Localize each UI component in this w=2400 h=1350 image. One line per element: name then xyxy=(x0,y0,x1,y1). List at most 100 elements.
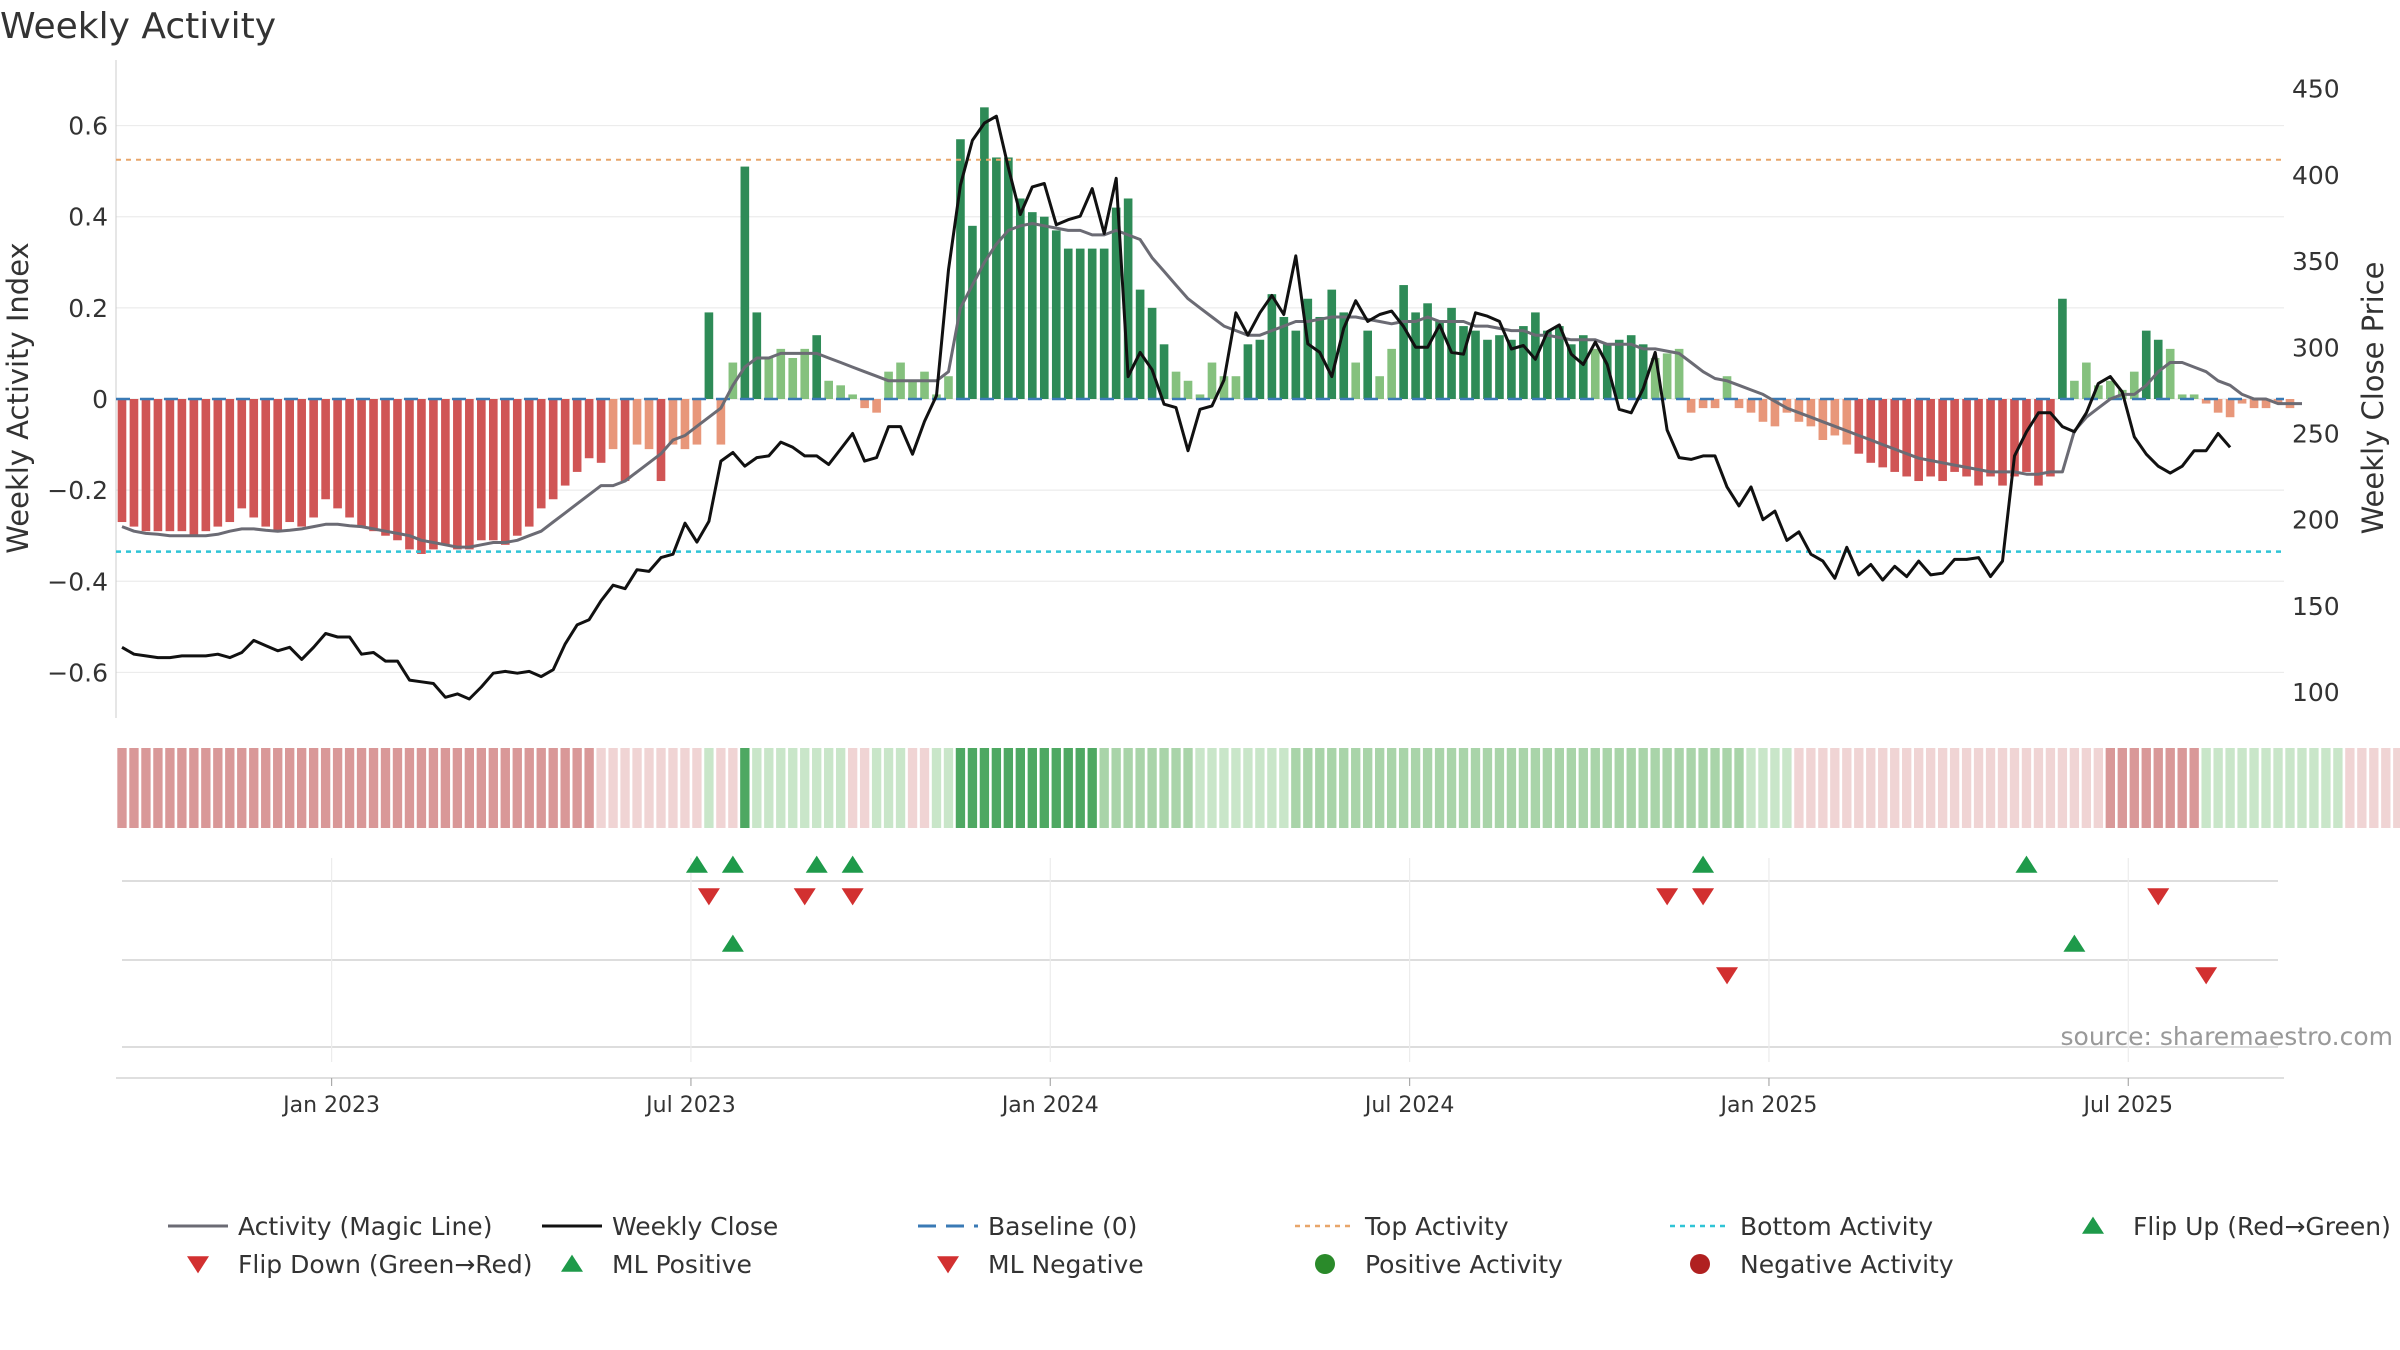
activity-bar xyxy=(1890,399,1900,472)
activity-bar xyxy=(2094,385,2103,399)
activity-bar xyxy=(1135,289,1145,399)
strip-cell xyxy=(117,748,127,828)
activity-bar xyxy=(1674,348,1684,399)
strip-cell xyxy=(1842,748,1852,828)
activity-bar xyxy=(441,399,450,545)
activity-bar xyxy=(2177,394,2187,399)
strip-cell xyxy=(1854,748,1864,828)
strip-cell xyxy=(1638,748,1648,828)
strip-cell xyxy=(1698,748,1708,828)
strip-cell xyxy=(1003,748,1014,828)
activity-bar xyxy=(776,348,786,399)
activity-bar xyxy=(2070,380,2079,399)
activity-bar xyxy=(596,399,606,463)
y2-tick-label: 200 xyxy=(2292,506,2340,535)
activity-bar xyxy=(2058,298,2067,399)
strip-cell xyxy=(824,748,834,828)
activity-bar xyxy=(2022,399,2031,472)
activity-bar xyxy=(788,357,798,399)
strip-cell xyxy=(871,748,882,828)
activity-bar xyxy=(1962,399,1971,477)
strip-cell xyxy=(1267,748,1277,828)
magic-line xyxy=(121,222,2302,549)
activity-bar xyxy=(2273,399,2283,404)
activity-bar xyxy=(656,399,666,482)
strip-cell xyxy=(560,748,570,828)
activity-bar xyxy=(836,385,845,399)
ml-negative-marker xyxy=(1716,967,1739,985)
activity-bar xyxy=(1471,330,1480,399)
strip-cell xyxy=(1674,748,1684,828)
activity-bar xyxy=(920,371,929,399)
strip-cell xyxy=(2069,748,2080,828)
strip-cell xyxy=(2153,748,2163,828)
strip-cell xyxy=(1662,748,1672,828)
strip-cell xyxy=(656,748,666,828)
strip-cell xyxy=(452,748,463,828)
activity-bar xyxy=(1590,348,1600,399)
strip-cell xyxy=(1363,748,1373,828)
strip-cell xyxy=(344,748,355,828)
legend-label: Weekly Close xyxy=(612,1212,778,1241)
flip-down-marker xyxy=(793,888,816,906)
activity-bar xyxy=(1004,157,1013,399)
strip-cell xyxy=(320,748,331,828)
strip-cell xyxy=(1506,748,1517,828)
strip-cell xyxy=(1015,748,1026,828)
activity-bar xyxy=(812,335,822,399)
activity-bar xyxy=(1614,339,1624,399)
activity-bar xyxy=(1926,399,1935,477)
activity-bar xyxy=(1195,394,1205,399)
activity-bar xyxy=(2165,348,2175,399)
x-tick-label: Jul 2024 xyxy=(1363,1093,1455,1118)
activity-bar xyxy=(1231,376,1241,399)
activity-bar xyxy=(860,399,869,409)
activity-bar xyxy=(1507,339,1516,399)
strip-cell xyxy=(2297,748,2307,828)
activity-bar xyxy=(2082,362,2091,399)
strip-cell xyxy=(788,748,798,828)
activity-bar xyxy=(1686,399,1696,413)
activity-bar xyxy=(1578,335,1588,399)
activity-bar xyxy=(1255,339,1265,399)
strip-cell xyxy=(2393,748,2400,828)
strip-cell xyxy=(572,748,582,828)
strip-cell xyxy=(2333,748,2343,828)
strip-cell xyxy=(512,748,522,828)
legend-label: Bottom Activity xyxy=(1740,1212,1933,1241)
activity-bar xyxy=(1698,399,1708,409)
strip-cell xyxy=(2045,748,2056,828)
strip-cell xyxy=(261,748,271,828)
activity-bar xyxy=(1938,399,1947,482)
strip-cell xyxy=(189,748,199,828)
grid-lines xyxy=(115,60,2284,718)
activity-bar xyxy=(1435,321,1444,399)
strip-cell xyxy=(776,748,786,828)
strip-cell xyxy=(1746,748,1756,828)
activity-bar xyxy=(1291,330,1301,399)
activity-bar xyxy=(560,399,570,486)
strip-cell xyxy=(919,748,930,828)
strip-cell xyxy=(440,748,451,828)
activity-bar xyxy=(453,399,462,550)
strip-cell xyxy=(2117,748,2127,828)
strip-cell xyxy=(2369,748,2379,828)
strip-cell xyxy=(1878,748,1888,828)
activity-bar xyxy=(728,362,738,399)
strip-cell xyxy=(2033,748,2044,828)
activity-bar xyxy=(692,399,702,445)
strip-cell xyxy=(153,748,163,828)
strip-cell xyxy=(2285,748,2295,828)
activity-bar xyxy=(153,399,163,532)
activity-bar xyxy=(1207,362,1217,399)
activity-bar xyxy=(1866,399,1876,463)
activity-bar xyxy=(536,399,546,509)
strip-cell xyxy=(2009,748,2020,828)
strip-cell xyxy=(1075,748,1085,828)
activity-bar xyxy=(800,348,810,399)
event-markers-panel xyxy=(116,855,2284,1079)
x-tick-label: Jan 2023 xyxy=(281,1093,380,1118)
activity-bar xyxy=(848,394,857,399)
strip-cell xyxy=(2129,748,2139,828)
